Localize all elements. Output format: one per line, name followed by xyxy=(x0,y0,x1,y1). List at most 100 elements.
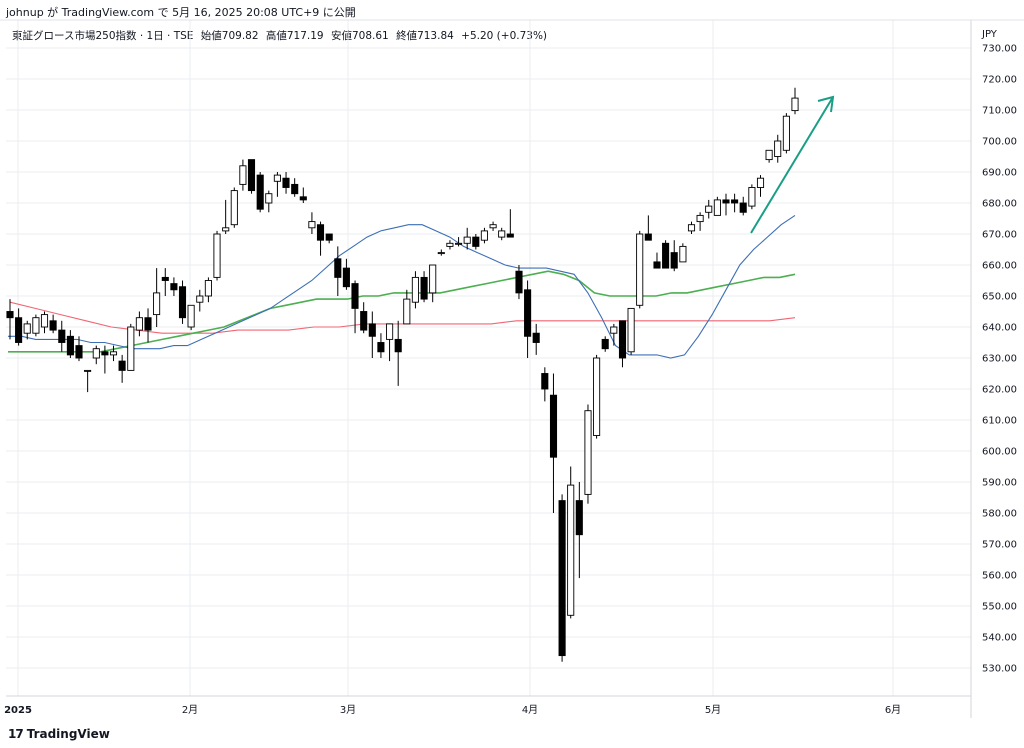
y-tick-label: 730.00 xyxy=(982,44,1017,55)
y-tick-label: 580.00 xyxy=(982,509,1017,520)
candle-up xyxy=(32,317,40,334)
ma-short-line xyxy=(8,214,796,359)
candle-down xyxy=(575,500,583,536)
candle-down xyxy=(351,283,359,309)
x-tick-label: 6月 xyxy=(885,704,901,716)
candle-down xyxy=(161,276,169,281)
candle-down xyxy=(66,335,74,356)
candle-up xyxy=(308,221,316,229)
candle-down xyxy=(334,258,342,278)
x-tick-label: 2月 xyxy=(182,704,198,716)
candle-down xyxy=(360,311,368,331)
candle-up xyxy=(239,165,247,185)
candle-down xyxy=(325,233,333,241)
candle-up xyxy=(127,326,135,371)
y-tick-label: 570.00 xyxy=(982,540,1017,551)
y-tick-label: 660.00 xyxy=(982,261,1017,272)
low-label: 安値 xyxy=(330,30,352,42)
candle-down xyxy=(670,252,678,269)
candle-up xyxy=(696,214,704,223)
y-tick-label: 560.00 xyxy=(982,571,1017,582)
candle-down xyxy=(524,289,532,337)
symbol-info-bar: 東証グロース市場250指数 · 1日 · TSE 始値709.82 高値717.… xyxy=(12,28,551,43)
candle-down xyxy=(291,183,299,195)
candle-up xyxy=(204,280,212,297)
candle-down xyxy=(739,202,747,213)
candle-up xyxy=(774,140,782,157)
y-tick-label: 540.00 xyxy=(982,633,1017,644)
candle-down xyxy=(601,338,609,350)
candle-up xyxy=(429,264,437,294)
tradingview-logo-icon: 17 xyxy=(8,727,24,741)
candle-down xyxy=(394,338,402,353)
candle-up xyxy=(567,484,575,616)
low-value: 708.61 xyxy=(351,30,389,42)
candle-up xyxy=(765,149,773,161)
close-value: 713.84 xyxy=(417,30,454,42)
candle-down xyxy=(170,283,178,291)
candle-down xyxy=(118,360,126,371)
x-tick-label: 4月 xyxy=(522,704,538,716)
candle-down xyxy=(420,276,428,300)
candle-up xyxy=(84,369,92,372)
x-tick-label: 3月 xyxy=(340,704,356,716)
y-tick-label: 620.00 xyxy=(982,385,1017,396)
y-tick-label: 690.00 xyxy=(982,168,1017,179)
candle-down xyxy=(558,500,566,657)
y-tick-label: 590.00 xyxy=(982,478,1017,489)
candle-down xyxy=(15,317,23,343)
candle-down xyxy=(368,323,376,337)
candle-up xyxy=(222,227,230,232)
candle-down xyxy=(549,394,558,458)
candle-down xyxy=(662,242,670,269)
candle-up xyxy=(748,187,756,207)
candle-down xyxy=(618,320,627,359)
candle-down xyxy=(722,199,730,204)
ma-mid-line xyxy=(8,270,796,353)
candle-down xyxy=(6,311,14,319)
y-tick-label: 700.00 xyxy=(982,137,1017,148)
candle-down xyxy=(342,267,350,288)
candle-down xyxy=(653,261,661,269)
trend-arrow-line xyxy=(750,96,834,234)
candle-up xyxy=(265,193,273,204)
trend-arrow-head xyxy=(817,95,835,113)
candle-down xyxy=(532,332,540,343)
y-tick-label: 640.00 xyxy=(982,323,1017,334)
candle-up xyxy=(489,224,497,229)
tradingview-logo-text: TradingView xyxy=(26,727,110,741)
candle-up xyxy=(153,292,161,316)
currency-label: JPY xyxy=(982,29,997,40)
candle-up xyxy=(480,230,488,241)
candle-up xyxy=(455,242,463,245)
candle-up xyxy=(135,317,143,331)
candle-down xyxy=(75,345,83,359)
x-tick-label: 2025 xyxy=(4,705,32,716)
candle-up xyxy=(756,177,765,188)
symbol-name[interactable]: 東証グロース市場250指数 · 1日 · TSE xyxy=(12,30,194,42)
candle-up xyxy=(713,199,721,216)
y-tick-label: 670.00 xyxy=(982,230,1017,241)
candle-up xyxy=(411,276,419,303)
y-tick-label: 720.00 xyxy=(982,75,1017,86)
candle-up xyxy=(109,351,118,356)
candle-up xyxy=(610,326,618,334)
tradingview-logo[interactable]: 17 TradingView xyxy=(8,727,110,741)
candle-up xyxy=(403,298,411,325)
candle-down xyxy=(256,174,264,210)
candle-down xyxy=(247,159,256,192)
candle-up xyxy=(23,323,31,334)
candle-up xyxy=(584,410,592,495)
open-label: 始値 xyxy=(200,30,222,42)
y-tick-label: 630.00 xyxy=(982,354,1017,365)
candle-down xyxy=(178,286,187,319)
published-by-text: johnup が TradingView.com で 5月 16, 2025 2… xyxy=(6,6,356,19)
open-value: 709.82 xyxy=(221,30,259,42)
ma-long-line xyxy=(9,301,796,334)
y-tick-label: 550.00 xyxy=(982,602,1017,613)
candle-up xyxy=(196,295,204,303)
y-tick-label: 680.00 xyxy=(982,199,1017,210)
candle-up xyxy=(498,230,506,238)
candle-down xyxy=(506,233,514,238)
